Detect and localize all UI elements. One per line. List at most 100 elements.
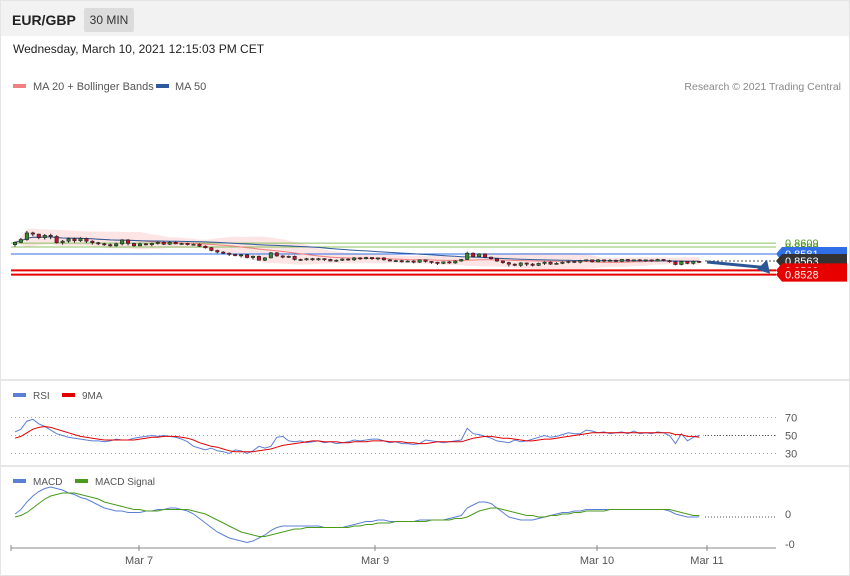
candle-down — [667, 260, 672, 263]
candle-down — [387, 259, 392, 262]
candle-down — [613, 259, 618, 262]
legend-swatch — [75, 479, 88, 483]
candle-down — [512, 263, 517, 266]
candle-up — [137, 243, 142, 247]
candle-down — [108, 244, 113, 247]
forecast-arrow — [706, 260, 767, 270]
candle-up — [18, 239, 23, 243]
candle-up — [66, 238, 71, 242]
legend-swatch — [13, 479, 26, 483]
candle-up — [375, 257, 380, 260]
legend-swatch — [156, 84, 169, 88]
rsi-level-label: 50 — [785, 431, 797, 443]
macd-neg-label: -0 — [785, 539, 795, 551]
legend-label: MA 20 + Bollinger Bands — [33, 81, 154, 93]
candle-up — [60, 240, 65, 243]
candle-up — [42, 234, 47, 238]
legend-label: MACD — [33, 477, 62, 488]
support-label: 0.8528 — [785, 270, 819, 282]
candle-up — [584, 259, 589, 262]
candle-down — [102, 243, 107, 246]
candle-up — [316, 258, 321, 261]
candle-down — [399, 260, 404, 263]
candle-down — [292, 256, 297, 260]
timeframe-badge[interactable]: 30 MIN — [84, 8, 134, 32]
candle-up — [453, 260, 458, 264]
candle-down — [673, 261, 678, 265]
candle-down — [90, 240, 95, 243]
candle-down — [203, 245, 208, 249]
candle-down — [697, 261, 702, 263]
candle-up — [542, 261, 547, 264]
candle-up — [191, 243, 196, 246]
candle-down — [530, 263, 535, 266]
candle-down — [298, 259, 303, 261]
legend-swatch — [62, 393, 75, 397]
candle-down — [126, 239, 131, 244]
legend-label: MA 50 — [175, 81, 206, 93]
candle-down — [506, 262, 511, 265]
copyright-label: Research © 2021 Trading Central — [684, 81, 841, 93]
rsi-line — [14, 418, 700, 455]
candle-down — [435, 261, 440, 264]
candle-up — [405, 260, 410, 263]
candle-down — [602, 259, 607, 262]
legend-label: RSI — [33, 391, 50, 402]
candle-up — [619, 259, 624, 262]
candle-down — [54, 236, 59, 243]
x-tick-label: Mar 10 — [580, 555, 614, 567]
candle-up — [477, 253, 482, 258]
bollinger-band — [15, 228, 700, 270]
candle-down — [209, 247, 214, 251]
candle-down — [280, 255, 285, 258]
candle-up — [167, 242, 172, 245]
candle-up — [417, 259, 422, 263]
candle-down — [143, 243, 148, 246]
x-tick-label: Mar 7 — [125, 555, 153, 567]
candle-up — [459, 259, 464, 262]
candle-up — [155, 242, 160, 244]
candle-up — [304, 258, 309, 261]
candle-down — [173, 242, 178, 245]
candle-up — [518, 262, 523, 266]
candle-down — [429, 261, 434, 263]
candle-up — [78, 238, 83, 242]
candle-up — [13, 242, 18, 245]
candle-up — [536, 263, 541, 266]
x-tick-label: Mar 9 — [361, 555, 389, 567]
candle-down — [637, 259, 642, 262]
candle-up — [251, 256, 256, 258]
candle-up — [607, 259, 612, 262]
legend-label: 9MA — [82, 391, 103, 402]
rsi-ma9-line — [14, 425, 700, 453]
candle-down — [30, 232, 35, 235]
candle-down — [369, 257, 374, 259]
macd-line — [14, 486, 700, 544]
candle-up — [352, 257, 357, 261]
candle-down — [494, 258, 499, 262]
candle-down — [274, 252, 279, 257]
candle-up — [268, 252, 273, 259]
candle-up — [679, 261, 684, 265]
support-tag — [776, 267, 847, 282]
candle-down — [227, 252, 232, 255]
candle-down — [185, 243, 190, 245]
candle-up — [465, 252, 470, 260]
candle-down — [548, 261, 553, 265]
candle-down — [233, 254, 238, 256]
candle-up — [643, 259, 648, 262]
legend-swatch — [13, 393, 26, 397]
legend-swatch — [13, 84, 26, 88]
candle-down — [310, 258, 315, 261]
candle-down — [381, 257, 386, 261]
candle-down — [488, 256, 493, 259]
candle-up — [334, 259, 339, 262]
chart-header: EUR/GBP 30 MIN — [1, 1, 849, 36]
candle-down — [447, 261, 452, 264]
candle-down — [423, 259, 428, 262]
candle-up — [560, 261, 565, 264]
candle-down — [197, 243, 202, 247]
candle-down — [524, 262, 529, 265]
candle-up — [286, 256, 291, 258]
candle-up — [340, 258, 345, 261]
